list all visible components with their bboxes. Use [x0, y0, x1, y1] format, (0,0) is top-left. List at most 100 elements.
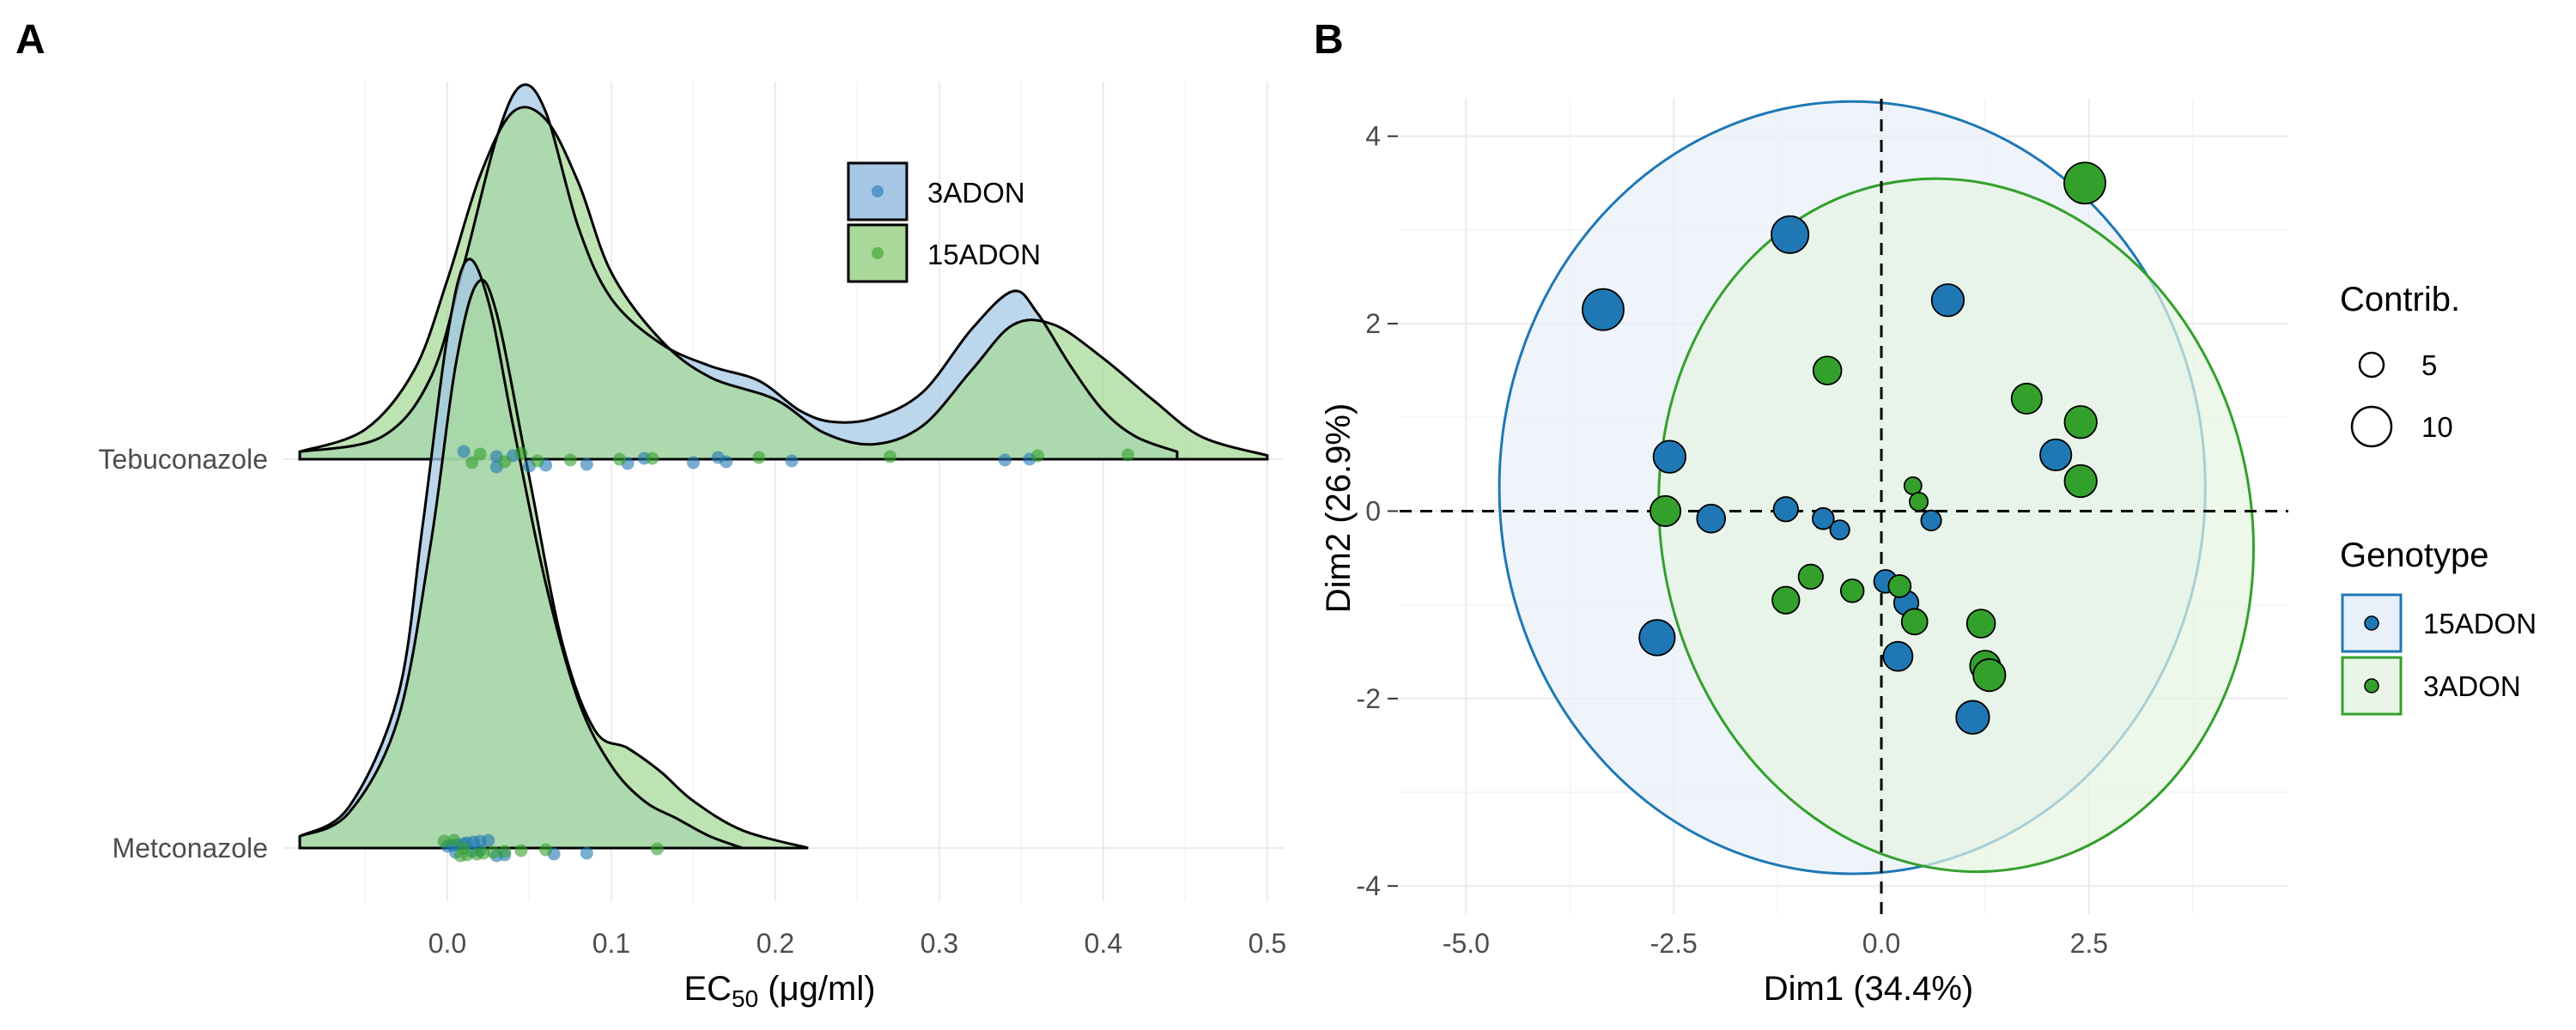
pca-point-15adon — [1652, 439, 1687, 474]
point-15adon-metconazole — [437, 834, 451, 848]
point-15adon-metconazole — [477, 846, 490, 860]
legend-label-15adon-b: 15ADON — [2423, 608, 2537, 639]
panel-a-x-ticks: 0.0 0.1 0.2 0.3 0.4 0.5 — [428, 928, 1286, 959]
b-y-tick-label: -2 — [1357, 683, 1381, 714]
b-y-tick-label: -4 — [1357, 870, 1381, 901]
panel-b-pca-chart: -5.0 -2.5 0.0 2.5 -4 -2 0 2 4 Dim1 (34.4%) Dim2… — [1320, 99, 2537, 1008]
point-3adon-tebuconazole — [785, 454, 799, 468]
pca-point-3adon — [1771, 585, 1801, 615]
pca-point-3adon — [1965, 609, 1996, 639]
point-15adon-metconazole — [539, 843, 553, 857]
a-category-label: Metconazole — [112, 833, 268, 863]
pca-point-3adon — [1887, 573, 1912, 598]
point-15adon-tebuconazole — [514, 446, 528, 460]
pca-point-3adon — [1797, 563, 1824, 591]
panel-b-reference-lines — [1400, 99, 2288, 914]
legend-dot-3adon — [872, 185, 884, 197]
pca-point-15adon — [1930, 283, 1965, 318]
legend-size-10-label: 10 — [2421, 411, 2453, 443]
legend-size-5-label: 5 — [2421, 349, 2437, 381]
pca-point-3adon — [2010, 382, 2043, 415]
panel-a-ridges — [298, 83, 1269, 850]
point-15adon-tebuconazole — [884, 450, 897, 464]
b-y-tick-label: 2 — [1365, 308, 1381, 339]
a-x-tick-label: 0.1 — [592, 928, 630, 959]
pca-point-3adon — [1649, 494, 1682, 527]
b-y-tick-label: 4 — [1365, 121, 1381, 152]
point-15adon-tebuconazole — [473, 447, 487, 461]
pca-point-15adon — [1955, 700, 1990, 735]
b-x-tick-label: -5.0 — [1443, 928, 1490, 959]
panel-b-label: B — [1314, 17, 1344, 63]
pca-point-15adon — [1771, 215, 1810, 254]
point-15adon-tebuconazole — [498, 455, 512, 469]
point-15adon-metconazole — [457, 841, 471, 855]
point-15adon-tebuconazole — [752, 451, 766, 464]
a-x-tick-label: 0.4 — [1084, 928, 1122, 959]
legend-title-contrib: Contrib. — [2340, 281, 2460, 318]
point-15adon-tebuconazole — [531, 454, 544, 468]
pca-point-15adon — [1696, 503, 1727, 534]
pca-point-15adon — [1812, 506, 1835, 530]
b-x-tick-label: 0.0 — [1862, 928, 1900, 959]
density-outline-15adon-tebuconazole — [298, 106, 1269, 461]
density-fill-15adon-tebuconazole — [300, 106, 1267, 459]
pca-point-3adon — [1839, 579, 1865, 603]
legend-dot-15adon — [872, 247, 884, 259]
pca-point-3adon — [1900, 608, 1929, 636]
panel-a-x-axis-title: EC50 (μg/ml) — [683, 970, 875, 1012]
point-3adon-tebuconazole — [998, 453, 1012, 467]
panel-b-y-axis-title: Dim2 (26.9%) — [1320, 403, 1358, 614]
point-15adon-metconazole — [514, 844, 528, 857]
panel-a-points — [437, 445, 1135, 863]
legend-label-15adon: 15ADON — [927, 239, 1041, 270]
pca-point-15adon — [1772, 496, 1799, 523]
density-outline-3adon-metconazole — [298, 258, 744, 850]
point-3adon-metconazole — [482, 833, 495, 847]
point-15adon-tebuconazole — [465, 456, 479, 470]
legend-size-5 — [2358, 351, 2385, 379]
pca-point-15adon — [1638, 619, 1676, 657]
a-x-tick-label: 0.2 — [756, 928, 794, 959]
point-15adon-tebuconazole — [563, 453, 577, 467]
legend-size-10 — [2350, 405, 2393, 448]
point-15adon-metconazole — [650, 842, 664, 856]
point-15adon-tebuconazole — [1121, 448, 1135, 462]
a-x-tick-label: 0.3 — [920, 928, 958, 959]
point-3adon-tebuconazole — [711, 451, 725, 464]
point-15adon-tebuconazole — [613, 452, 627, 466]
panel-b-points — [1582, 161, 2106, 735]
pca-point-3adon — [1972, 657, 2007, 693]
point-3adon-tebuconazole — [686, 456, 700, 470]
pca-point-3adon — [2063, 405, 2098, 439]
legend-title-genotype: Genotype — [2340, 536, 2488, 574]
point-15adon-tebuconazole — [1031, 449, 1045, 463]
density-outline-15adon-metconazole — [298, 278, 809, 850]
pca-point-15adon — [1882, 640, 1914, 672]
legend-label-3adon-b: 3ADON — [2423, 670, 2521, 702]
pca-point-3adon — [2063, 464, 2098, 499]
point-3adon-tebuconazole — [457, 445, 471, 458]
point-3adon-metconazole — [580, 846, 593, 860]
b-x-tick-label: 2.5 — [2070, 928, 2108, 959]
panel-b-x-axis-title: Dim1 (34.4%) — [1764, 970, 1974, 1008]
density-fill-15adon-metconazole — [300, 280, 809, 848]
pca-point-3adon — [2063, 161, 2106, 205]
a-x-tick-label: 0.5 — [1249, 928, 1286, 959]
point-15adon-metconazole — [447, 833, 461, 847]
panel-b-legend: Contrib. 5 10 Genotype 15ADON 3ADON — [2340, 281, 2537, 716]
ellipse-3adon — [1657, 177, 2255, 874]
legend-dot-3adon-b — [2364, 678, 2379, 694]
pca-point-15adon — [1829, 519, 1850, 541]
b-y-tick-label: 0 — [1365, 495, 1381, 526]
point-15adon-metconazole — [498, 845, 512, 858]
b-x-tick-label: -2.5 — [1650, 928, 1698, 959]
pca-point-15adon — [1920, 509, 1942, 531]
a-x-tick-label: 0.0 — [428, 928, 466, 959]
pca-point-3adon — [1812, 355, 1843, 385]
panel-a-legend: 3ADON 15ADON — [847, 161, 1041, 283]
panel-b-y-ticks: -4 -2 0 2 4 — [1357, 121, 1381, 902]
point-3adon-tebuconazole — [580, 457, 593, 471]
